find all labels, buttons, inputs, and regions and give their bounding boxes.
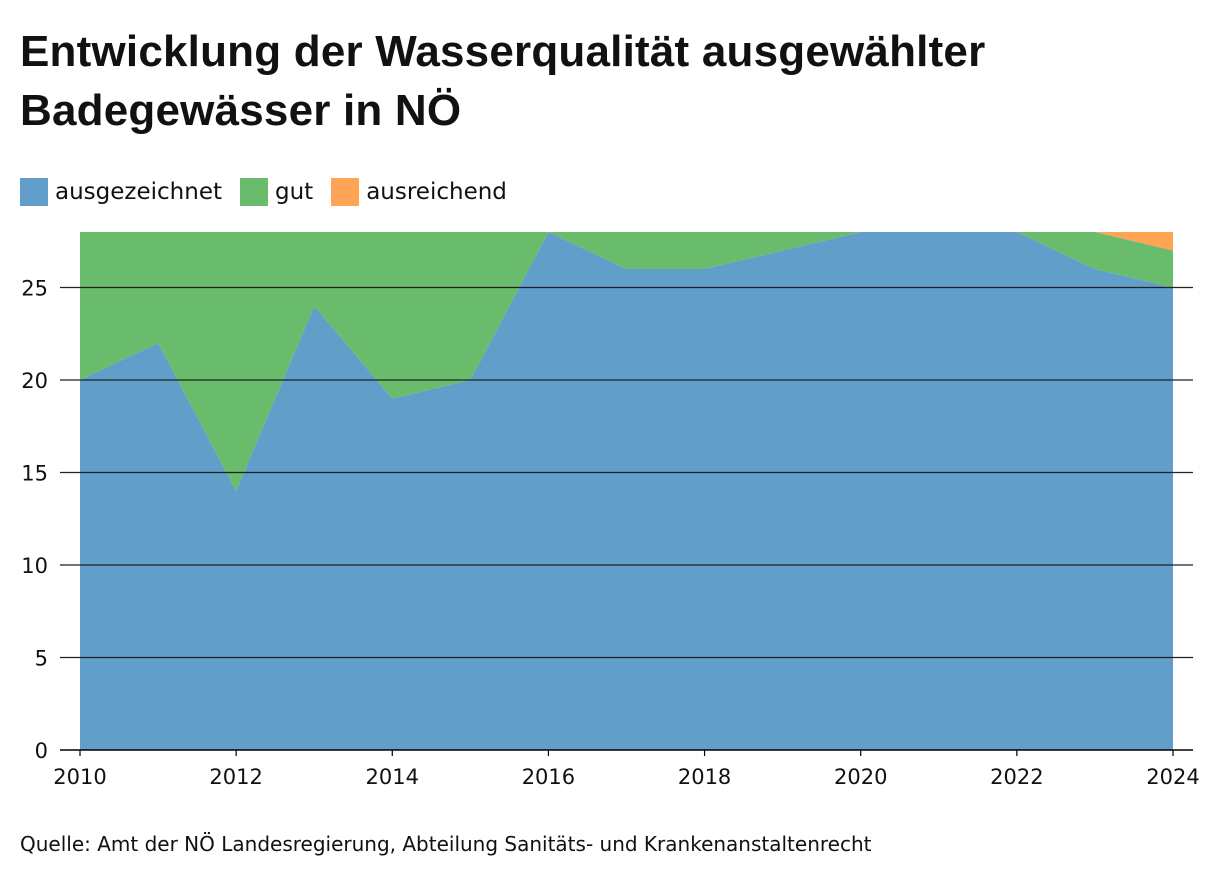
x-tick-label-2016: 2016 (522, 765, 575, 789)
legend-swatch-ausreichend (331, 178, 360, 206)
area-ausgezeichnet (80, 232, 1173, 750)
x-tick-label-2022: 2022 (990, 765, 1043, 789)
legend-label-gut: gut (275, 179, 314, 205)
legend-label-ausgezeichnet: ausgezeichnet (55, 179, 222, 205)
x-tick-label-2010: 2010 (53, 765, 106, 789)
y-tick-label-10: 10 (21, 554, 48, 578)
y-tick-label-15: 15 (21, 462, 48, 486)
chart-title: Entwicklung der Wasserqualität ausgewähl… (20, 27, 986, 135)
legend-item-ausgezeichnet: ausgezeichnet (20, 178, 222, 206)
legend-item-ausreichend: ausreichend (331, 178, 507, 206)
x-tick-label-2014: 2014 (366, 765, 419, 789)
y-tick-label-0: 0 (35, 739, 48, 763)
x-tick-label-2020: 2020 (834, 765, 887, 789)
legend-swatch-ausgezeichnet (20, 178, 48, 206)
x-tick-label-2012: 2012 (209, 765, 262, 789)
grid-layer (60, 286, 1193, 659)
axes-layer: 0 5 10 15 20 25 2010 2012 2014 2016 2018 2020 2022 20… (21, 277, 1199, 790)
area-gut (80, 232, 1173, 491)
legend-label-ausreichend: ausreichend (366, 179, 507, 205)
x-tick-label-2018: 2018 (678, 765, 731, 789)
y-tick-label-25: 25 (21, 277, 48, 301)
area-layer (80, 232, 1173, 750)
y-tick-label-5: 5 (35, 647, 48, 671)
y-tick-label-20: 20 (21, 369, 48, 393)
legend-item-gut: gut (240, 178, 313, 206)
source-note: Quelle: Amt der NÖ Landesregierung, Abte… (20, 832, 872, 856)
legend-swatch-gut (240, 178, 268, 206)
legend: ausgezeichnet gut ausreichend (20, 178, 525, 206)
area-chart: 0 5 10 15 20 25 2010 2012 2014 2016 2018 2020 2022 20… (21, 232, 1200, 790)
x-tick-label-2024: 2024 (1146, 765, 1199, 789)
